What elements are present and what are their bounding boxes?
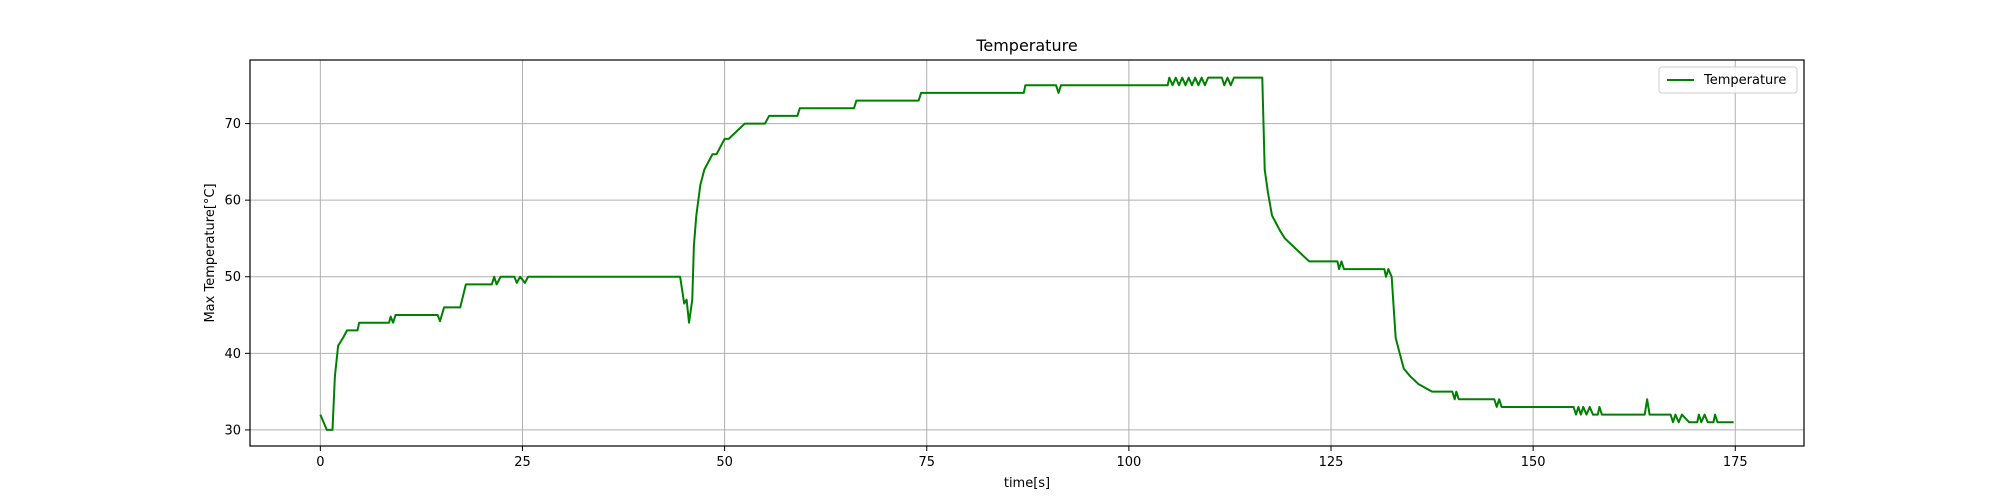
legend: Temperature (1658, 66, 1798, 94)
x-tick-label: 50 (716, 455, 733, 470)
x-tick-label: 25 (514, 455, 531, 470)
x-tick-label: 100 (1116, 455, 1141, 470)
y-tick-label: 40 (224, 347, 241, 362)
y-axis-label: Max Temperature[°C] (203, 183, 218, 322)
y-tick-label: 50 (224, 270, 241, 285)
x-tick-label: 125 (1319, 455, 1344, 470)
x-tick-label: 175 (1723, 455, 1748, 470)
x-tick-label: 0 (316, 455, 324, 470)
series-line-temperature (319, 76, 1734, 431)
y-axis-ticks: 30 40 50 60 70 (224, 117, 250, 438)
x-axis-label: time[s] (1004, 476, 1050, 491)
legend-box (1658, 66, 1798, 94)
y-tick-label: 30 (224, 423, 241, 438)
chart-title: Temperature (975, 36, 1077, 55)
plot-frame (249, 59, 1805, 447)
y-tick-label: 70 (224, 117, 241, 132)
legend-label-temperature: Temperature (1703, 73, 1786, 88)
y-tick-label: 60 (224, 194, 241, 209)
grid (250, 60, 1804, 446)
series-group (319, 76, 1734, 431)
x-tick-label: 150 (1521, 455, 1546, 470)
x-tick-label: 75 (918, 455, 935, 470)
x-axis-ticks: 0 25 50 75 100 125 150 175 (316, 446, 1748, 470)
